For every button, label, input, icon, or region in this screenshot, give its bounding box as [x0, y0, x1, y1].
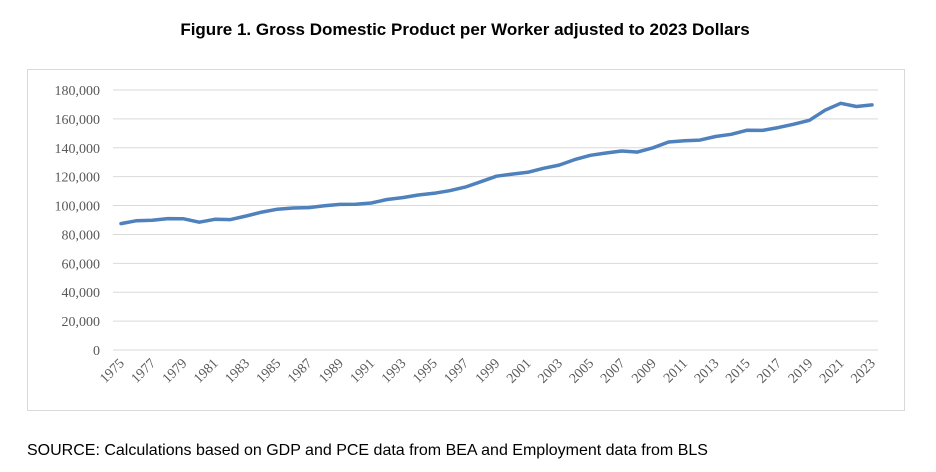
y-tick-label: 80,000: [62, 228, 101, 243]
y-tick-label: 180,000: [55, 84, 101, 99]
x-tick-label: 1995: [410, 356, 440, 386]
x-tick-label: 2001: [504, 356, 534, 386]
x-tick-label: 2003: [536, 356, 566, 386]
x-axis-ticks: 1975 1977 1979 1981 1983 1985 1987 1989 1991 1993…: [97, 356, 878, 386]
y-tick-label: 20,000: [62, 315, 101, 330]
y-tick-label: 100,000: [55, 200, 101, 215]
x-tick-label: 1983: [223, 356, 253, 386]
series-lines: [119, 101, 874, 226]
x-tick-label: 1993: [379, 356, 409, 386]
chart-title: Figure 1. Gross Domestic Product per Wor…: [180, 20, 750, 39]
x-tick-label: 2023: [848, 356, 878, 386]
x-tick-label: 2011: [661, 356, 691, 386]
y-axis-ticks: 0 20,000 40,000 60,000 80,000 100,000 120,000 1…: [55, 84, 101, 359]
x-tick-label: 1981: [191, 356, 221, 386]
gridlines: [113, 89, 878, 351]
series-line: [119, 101, 874, 226]
y-tick-label: 40,000: [62, 286, 101, 301]
x-tick-label: 1977: [129, 356, 159, 386]
x-tick-label: 1987: [285, 356, 315, 386]
y-tick-label: 120,000: [55, 171, 101, 186]
y-tick-label: 160,000: [55, 113, 101, 128]
source-note: SOURCE: Calculations based on GDP and PC…: [27, 442, 708, 459]
x-tick-label: 1991: [348, 356, 378, 386]
x-tick-label: 2009: [629, 356, 659, 386]
x-tick-label: 1975: [97, 356, 127, 386]
x-tick-label: 2007: [598, 356, 628, 386]
x-tick-label: 2013: [692, 356, 722, 386]
chart-frame: [27, 69, 905, 411]
y-tick-label: 60,000: [62, 257, 101, 272]
x-tick-label: 2019: [786, 356, 816, 386]
x-tick-label: 1979: [160, 356, 190, 386]
x-tick-label: 1985: [254, 356, 284, 386]
x-tick-label: 2017: [755, 356, 785, 386]
x-tick-label: 1999: [473, 356, 503, 386]
x-tick-label: 2021: [817, 356, 847, 386]
x-tick-label: 2015: [723, 356, 753, 386]
y-tick-label: 140,000: [55, 142, 101, 157]
x-tick-label: 2005: [567, 356, 597, 386]
x-tick-label: 1997: [442, 356, 472, 386]
x-tick-label: 1989: [316, 356, 346, 386]
y-tick-label: 0: [93, 344, 100, 359]
